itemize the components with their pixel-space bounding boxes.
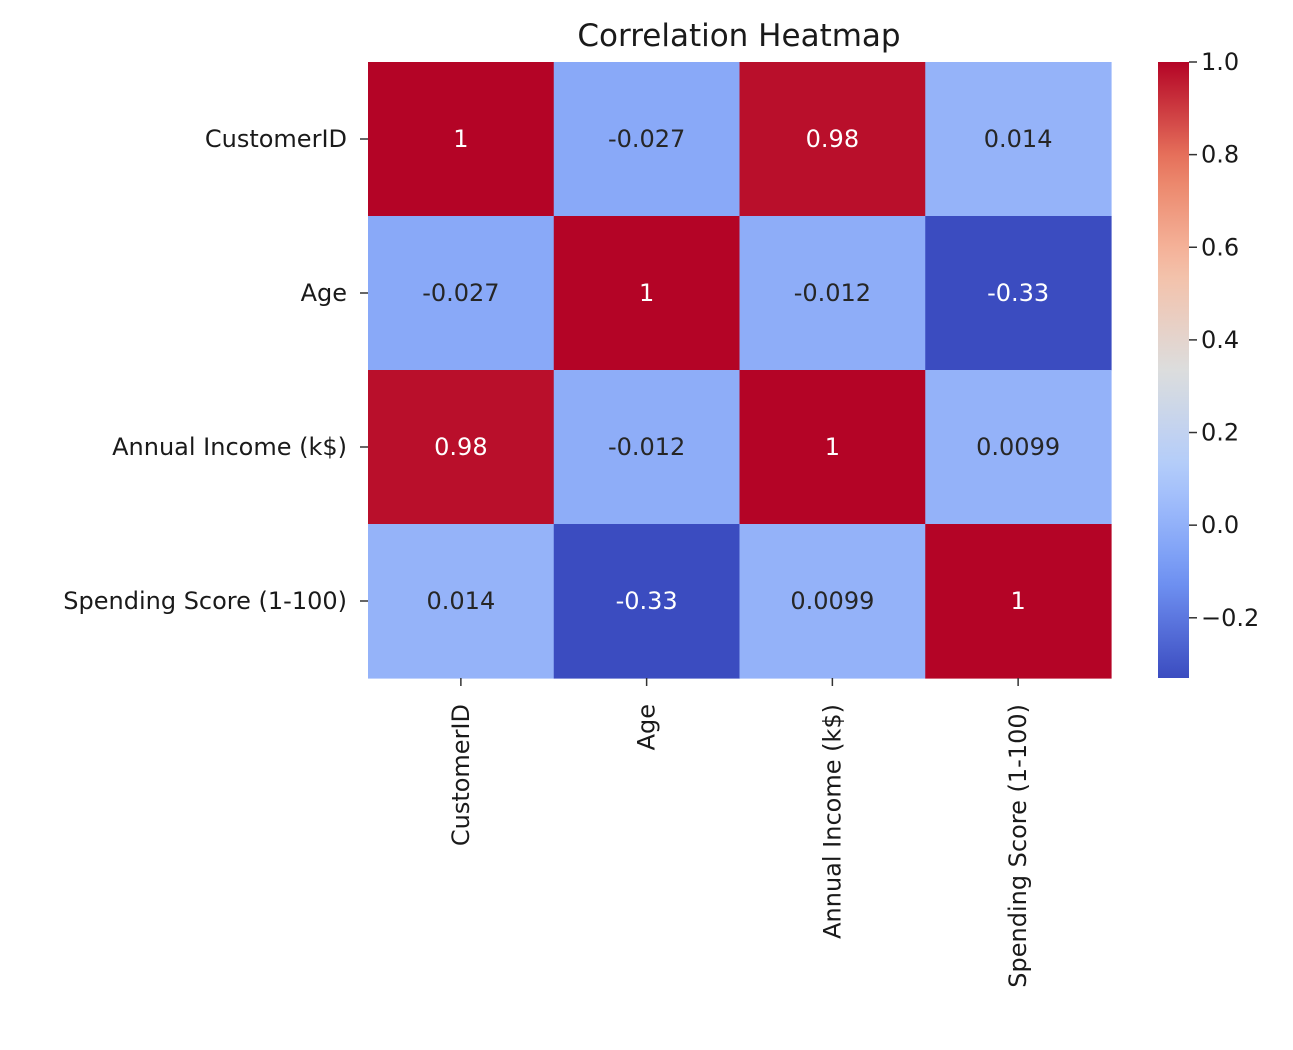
cell-annotation-r1-c2: -0.012 <box>794 279 871 307</box>
cell-annotation-r3-c0: 0.014 <box>427 587 496 615</box>
heatmap-cell-r3-c2 <box>739 524 926 679</box>
colorbar-tick-label-2: 0.6 <box>1201 233 1239 261</box>
heatmap-cells <box>368 62 1112 679</box>
heatmap-cell-r0-c3 <box>925 62 1112 217</box>
y-tick-label-customerid: CustomerID <box>205 125 347 153</box>
cell-annotation-r0-c2: 0.98 <box>806 125 859 153</box>
heatmap-cell-r2-c1 <box>553 370 741 525</box>
heatmap-cell-r3-c3 <box>925 524 1112 679</box>
cell-annotation-r2-c2: 1 <box>825 433 840 461</box>
cell-annotation-r1-c1: 1 <box>639 279 654 307</box>
chart-title: Correlation Heatmap <box>577 18 900 54</box>
cell-annotation-r3-c3: 1 <box>1010 587 1025 615</box>
colorbar-tick-label-4: 0.2 <box>1201 419 1239 447</box>
y-tick-label-spending-score-1-100: Spending Score (1-100) <box>63 587 347 615</box>
cell-annotation-r2-c0: 0.98 <box>434 433 487 461</box>
x-tick-label-age: Age <box>633 704 661 750</box>
x-tick-label-customerid: CustomerID <box>447 704 475 846</box>
colorbar-tick-label-0: 1.0 <box>1201 48 1239 76</box>
cell-annotation-r3-c2: 0.0099 <box>790 587 874 615</box>
cell-annotation-r1-c3: -0.33 <box>987 279 1049 307</box>
colorbar-tick-label-1: 0.8 <box>1201 141 1239 169</box>
cell-annotation-r0-c3: 0.014 <box>984 125 1053 153</box>
cell-annotation-r2-c3: 0.0099 <box>976 433 1060 461</box>
heatmap-cell-r3-c1 <box>553 524 741 679</box>
x-tick-label-spending-score-1-100: Spending Score (1-100) <box>1004 704 1032 988</box>
heatmap-cell-r2-c0 <box>368 370 555 525</box>
heatmap-cell-r0-c1 <box>553 62 741 217</box>
heatmap-cell-r0-c0 <box>368 62 555 217</box>
heatmap-cell-r1-c1 <box>553 216 741 371</box>
heatmap-cell-r2-c3 <box>925 370 1112 525</box>
cell-annotation-r0-c0: 1 <box>453 125 468 153</box>
y-tick-label-age: Age <box>301 279 347 307</box>
heatmap-cell-r1-c3 <box>925 216 1112 371</box>
colorbar-tick-label-6: −0.2 <box>1201 604 1259 632</box>
heatmap-cell-r0-c2 <box>739 62 926 217</box>
heatmap-cell-r3-c0 <box>368 524 555 679</box>
y-axis: CustomerID Age Annual Income (k$) Spending … <box>63 125 368 615</box>
cell-annotation-r3-c1: -0.33 <box>616 587 678 615</box>
heatmap-cell-r1-c2 <box>739 216 926 371</box>
heatmap-cell-r2-c2 <box>739 370 926 525</box>
cell-annotation-r0-c1: -0.027 <box>608 125 685 153</box>
y-tick-label-annual-income-k: Annual Income (k$) <box>112 433 347 461</box>
cell-annotations: 1 -0.027 0.98 0.014 -0.027 1 -0.012 -0.33 0.98 -0… <box>422 125 1060 615</box>
cell-annotation-r2-c1: -0.012 <box>608 433 685 461</box>
colorbar-gradient <box>1158 62 1189 678</box>
heatmap-cell-r1-c0 <box>368 216 555 371</box>
cell-annotation-r1-c0: -0.027 <box>422 279 499 307</box>
colorbar-tick-label-3: 0.4 <box>1201 326 1239 354</box>
x-tick-label-annual-income-k: Annual Income (k$) <box>818 704 846 939</box>
colorbar: 1.0 0.8 0.6 0.4 0.2 0.0 −0.2 <box>1158 48 1259 678</box>
colorbar-tick-label-5: 0.0 <box>1201 511 1239 539</box>
x-axis: CustomerID Age Annual Income (k$) Spending … <box>447 678 1032 988</box>
